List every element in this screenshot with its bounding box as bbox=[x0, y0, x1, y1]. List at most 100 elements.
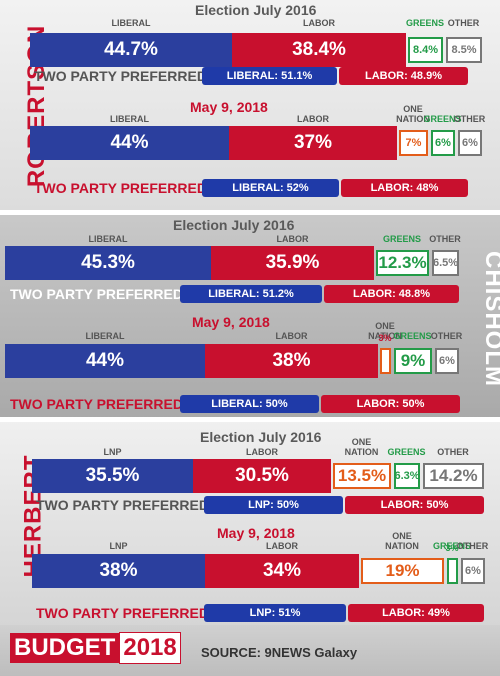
chart-title: May 9, 2018 bbox=[190, 99, 268, 115]
tpp-coalition-segment: LIBERAL: 50% bbox=[180, 395, 319, 413]
tpp-coalition-segment: LNP: 51% bbox=[204, 604, 346, 622]
chart-title: May 9, 2018 bbox=[217, 525, 295, 541]
tpp-coalition-segment: LIBERAL: 52% bbox=[202, 179, 339, 197]
two-party-preferred-label: TWO PARTY PREFERRED: bbox=[10, 286, 188, 302]
party-name-label: GREENS bbox=[405, 18, 444, 28]
party-name-label: LABOR bbox=[246, 447, 278, 457]
tpp-labor-segment: LABOR: 50% bbox=[321, 395, 460, 413]
small-value-label: 3% bbox=[378, 333, 392, 343]
tpp-coalition-segment: LIBERAL: 51.1% bbox=[202, 67, 337, 85]
two-party-preferred-bar: LIBERAL: 52% LABOR: 48% bbox=[202, 179, 470, 197]
vote-bar: 38%34%19%3%6% bbox=[32, 554, 486, 588]
party-name-label: LNP bbox=[103, 447, 122, 457]
vote-bar: 45.3% 35.9% 12.3% 6.5% bbox=[5, 246, 460, 280]
party-bar-other: 6.5% bbox=[432, 250, 459, 276]
tpp-labor-segment: LABOR: 48% bbox=[341, 179, 468, 197]
chart-title: Election July 2016 bbox=[173, 217, 295, 233]
logo-year: 2018 bbox=[119, 632, 181, 664]
two-party-preferred-bar: LNP: 50% LABOR: 50% bbox=[204, 496, 486, 514]
party-bar-greens: 3% bbox=[447, 558, 458, 584]
tpp-labor-segment: LABOR: 50% bbox=[345, 496, 484, 514]
two-party-preferred-bar: LNP: 51% LABOR: 49% bbox=[204, 604, 486, 622]
party-name-label: LNP bbox=[109, 541, 128, 551]
party-name-label: OTHER bbox=[447, 18, 480, 28]
two-party-preferred-label: TWO PARTY PREFERRED: bbox=[34, 68, 212, 84]
party-name-label: LABOR bbox=[266, 541, 298, 551]
party-bar-lnp: 38% bbox=[32, 554, 205, 588]
two-party-preferred-label: TWO PARTY PREFERRED: bbox=[36, 605, 214, 621]
party-name-label: OTHER bbox=[429, 234, 461, 244]
party-name-label: ONE NATION bbox=[344, 437, 379, 457]
two-party-preferred-bar: LIBERAL: 50% LABOR: 50% bbox=[180, 395, 461, 413]
source-note: SOURCE: 9NEWS Galaxy bbox=[201, 645, 358, 660]
vote-bar: 44.7% 38.4% 8.4% 8.5% bbox=[30, 33, 483, 67]
party-name-label: GREENS bbox=[382, 234, 421, 244]
two-party-preferred-label: TWO PARTY PREFERRED: bbox=[10, 396, 188, 412]
party-name-label: LIBERAL bbox=[88, 234, 128, 244]
two-party-preferred-bar: LIBERAL: 51.1% LABOR: 48.9% bbox=[202, 67, 470, 85]
party-name-label: GREENS bbox=[432, 541, 471, 551]
party-bar-labor: 37% bbox=[229, 126, 397, 160]
party-name-label: OTHER bbox=[456, 541, 489, 551]
party-bar-lnp: 35.5% bbox=[32, 459, 193, 493]
party-bar-one-nation: 7% bbox=[399, 130, 428, 156]
vote-bar: 35.5% 30.5% 13.5% 6.3% 14.2% bbox=[32, 459, 486, 493]
party-name-label: LABOR bbox=[276, 234, 309, 244]
party-bar-greens: 6.3% bbox=[394, 463, 420, 489]
party-bar-greens: 8.4% bbox=[408, 37, 443, 63]
tpp-coalition-segment: LNP: 50% bbox=[204, 496, 343, 514]
party-name-label: LIBERAL bbox=[111, 18, 151, 28]
party-bar-one-nation: 13.5% bbox=[333, 463, 391, 489]
two-party-preferred-label: TWO PARTY PREFERRED: bbox=[36, 497, 214, 513]
party-bar-liberal: 44% bbox=[30, 126, 229, 160]
party-bar-labor: 34% bbox=[205, 554, 359, 588]
party-bar-one-nation: 19% bbox=[361, 558, 444, 584]
party-bar-other: 6% bbox=[461, 558, 485, 584]
party-name-label: GREENS bbox=[423, 114, 462, 124]
party-name-label: LABOR bbox=[303, 18, 335, 28]
budget-2018-logo: BUDGET 2018 bbox=[10, 632, 181, 664]
party-bar-labor: 30.5% bbox=[193, 459, 331, 493]
party-name-label: ONE NATION bbox=[385, 531, 419, 551]
party-bar-greens: 9% bbox=[394, 348, 432, 374]
vote-bar: 44%38%3%9%6% bbox=[5, 344, 460, 378]
party-bar-greens: 12.3% bbox=[376, 250, 429, 276]
party-bar-other: 14.2% bbox=[423, 463, 484, 489]
chart-title: May 9, 2018 bbox=[192, 314, 270, 330]
party-name-label: OTHER bbox=[437, 447, 469, 457]
party-name-label: ONE NATION bbox=[396, 104, 430, 124]
party-bar-liberal: 44% bbox=[5, 344, 205, 378]
party-bar-one-nation: 3% bbox=[380, 348, 391, 374]
logo-word: BUDGET bbox=[10, 633, 120, 663]
tpp-labor-segment: LABOR: 48.8% bbox=[324, 285, 459, 303]
tpp-labor-segment: LABOR: 48.9% bbox=[339, 67, 468, 85]
herbert-panel bbox=[0, 419, 500, 625]
vote-bar: 44% 37% 7% 6% 6% bbox=[30, 126, 483, 160]
party-name-label: LABOR bbox=[275, 331, 308, 341]
chart-title: Election July 2016 bbox=[195, 2, 317, 18]
party-bar-liberal: 45.3% bbox=[5, 246, 211, 280]
party-bar-liberal: 44.7% bbox=[30, 33, 232, 67]
divider bbox=[0, 417, 500, 422]
party-bar-labor: 38% bbox=[205, 344, 378, 378]
party-bar-other: 8.5% bbox=[446, 37, 482, 63]
party-name-label: GREENS bbox=[393, 331, 432, 341]
two-party-preferred-label: TWO PARTY PREFERRED: bbox=[34, 180, 212, 196]
party-bar-labor: 38.4% bbox=[232, 33, 406, 67]
party-name-label: OTHER bbox=[453, 114, 486, 124]
party-name-label: LIBERAL bbox=[110, 114, 149, 124]
small-value-label: 3% bbox=[445, 543, 459, 553]
party-bar-other: 6% bbox=[458, 130, 482, 156]
electorate-name-chisholm: CHISHOLM bbox=[480, 251, 500, 387]
tpp-labor-segment: LABOR: 49% bbox=[348, 604, 484, 622]
party-name-label: GREENS bbox=[387, 447, 426, 457]
party-bar-labor: 35.9% bbox=[211, 246, 374, 280]
party-name-label: ONE NATION bbox=[368, 321, 402, 341]
two-party-preferred-bar: LIBERAL: 51.2% LABOR: 48.8% bbox=[180, 285, 461, 303]
party-name-label: LABOR bbox=[297, 114, 329, 124]
party-name-label: OTHER bbox=[430, 331, 463, 341]
party-name-label: LIBERAL bbox=[85, 331, 125, 341]
party-bar-greens: 6% bbox=[431, 130, 455, 156]
chart-title: Election July 2016 bbox=[200, 429, 322, 445]
tpp-coalition-segment: LIBERAL: 51.2% bbox=[180, 285, 322, 303]
